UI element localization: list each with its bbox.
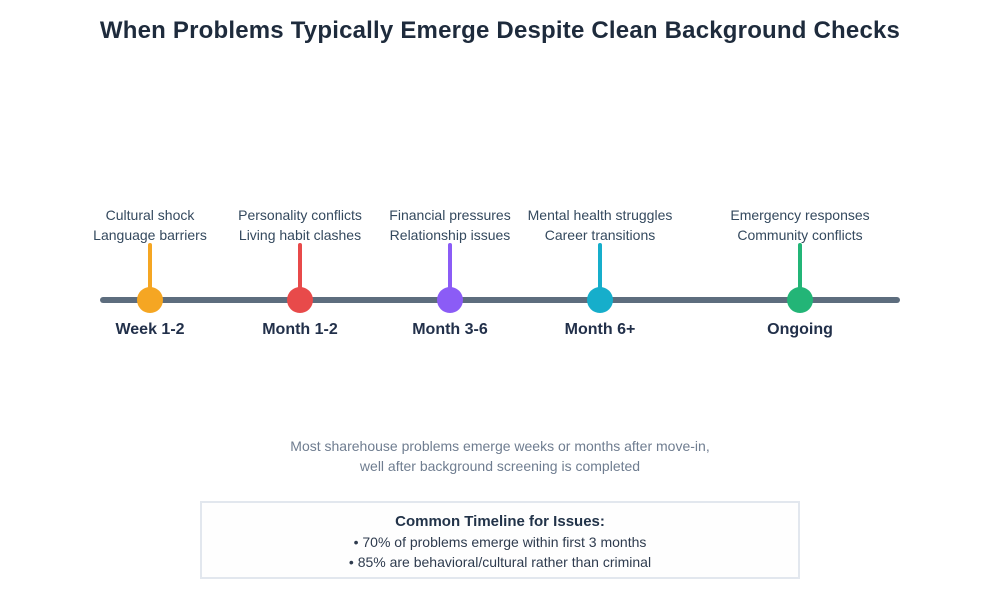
milestone-stem [148,243,152,300]
milestone-dot [787,287,813,313]
milestone-dot [137,287,163,313]
milestone-label: Ongoing [767,321,833,338]
milestone-description-line: Relationship issues [389,227,511,243]
timeline-axis [100,297,900,303]
milestone-label: Week 1-2 [115,321,185,338]
timeline-note-line: well after background screening is compl… [359,458,641,474]
milestone-stem [798,243,802,300]
milestone-label: Month 3-6 [412,321,488,338]
milestone-stem [598,243,602,300]
summary-bullet: • 85% are behavioral/cultural rather tha… [348,554,652,570]
milestone-dot [437,287,463,313]
milestone-description-line: Career transitions [544,227,656,243]
milestone-description-line: Mental health struggles [527,207,673,223]
milestone-description-line: Financial pressures [389,207,511,223]
milestone-dot [287,287,313,313]
milestone-description: Cultural shock Language barriers [93,205,207,245]
milestone-description-line: Cultural shock [105,207,195,223]
summary-box: Common Timeline for Issues: • 70% of pro… [200,501,800,579]
milestone-dot [587,287,613,313]
milestone-label: Month 6+ [564,321,636,338]
milestone-description-line: Personality conflicts [238,207,362,223]
milestone-description-line: Community conflicts [737,227,863,243]
milestone-description-line: Living habit clashes [238,227,362,243]
milestone-description: Personality conflicts Living habit clash… [238,205,362,245]
page-title: When Problems Typically Emerge Despite C… [99,17,901,44]
milestone-description-line: Language barriers [93,227,207,243]
milestone-description: Mental health struggles Career transitio… [528,205,673,245]
milestone-description-line: Emergency responses [730,207,870,223]
summary-bullet: • 70% of problems emerge within first 3 … [353,534,647,550]
summary-box-title: Common Timeline for Issues: [395,513,605,530]
timeline-note-line: Most sharehouse problems emerge weeks or… [290,438,710,454]
milestone-description: Financial pressures Relationship issues [389,205,510,245]
timeline-note: Most sharehouse problems emerge weeks or… [0,436,1000,476]
milestone-label: Month 1-2 [262,321,338,338]
milestone-stem [298,243,302,300]
milestone-description: Emergency responses Community conflicts [730,205,869,245]
milestone-stem [448,243,452,300]
